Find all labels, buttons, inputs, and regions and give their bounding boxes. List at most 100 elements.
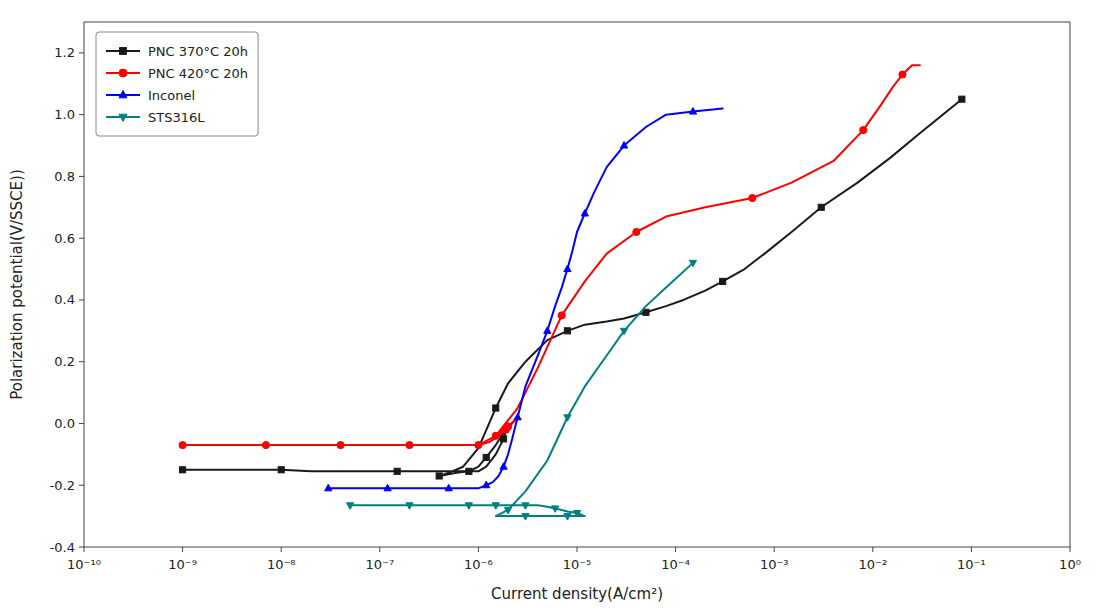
- x-tick: [872, 547, 873, 552]
- y-tick: [79, 547, 84, 548]
- legend-marker: [120, 48, 127, 55]
- y-tick-label: -0.2: [50, 478, 75, 493]
- series-marker: [278, 467, 284, 473]
- x-tick-label: 10⁰: [1059, 557, 1081, 572]
- x-tick: [1070, 547, 1071, 552]
- y-tick-label: 0.2: [54, 354, 75, 369]
- series-marker: [493, 405, 499, 411]
- y-tick: [79, 176, 84, 177]
- legend-marker: [119, 69, 127, 77]
- legend-item: PNC 370°C 20h: [106, 44, 248, 59]
- series-marker: [564, 514, 571, 520]
- legend-item: STS316L: [106, 110, 205, 125]
- x-tick: [971, 547, 972, 552]
- plot-data: [179, 65, 965, 520]
- x-tick: [379, 547, 380, 552]
- series-marker: [818, 204, 824, 210]
- legend-marker: [119, 91, 127, 98]
- chart: 10⁻¹⁰10⁻⁹10⁻⁸10⁻⁷10⁻⁶10⁻⁵10⁻⁴10⁻³10⁻²10⁻…: [0, 0, 1096, 613]
- legend-box: [96, 32, 258, 136]
- y-tick-label: 0.0: [54, 416, 75, 431]
- series-marker: [544, 327, 551, 333]
- y-tick: [79, 299, 84, 300]
- series-marker: [483, 481, 490, 487]
- series-marker: [558, 312, 565, 319]
- series-line: [328, 108, 722, 488]
- series-marker: [552, 506, 559, 512]
- x-tick-label: 10⁻²: [858, 557, 887, 572]
- y-tick: [79, 52, 84, 53]
- series-marker: [337, 441, 344, 448]
- series-marker: [522, 514, 529, 520]
- legend-label: Inconel: [148, 88, 195, 103]
- page: {"chart_data": { "type": "line", "x_labe…: [0, 0, 1096, 613]
- y-tick-label: 1.2: [54, 45, 75, 60]
- series-marker: [347, 503, 354, 509]
- legend-item: PNC 420°C 20h: [106, 66, 248, 81]
- series-marker: [504, 507, 511, 513]
- series-marker: [581, 210, 588, 216]
- y-tick-label: 0.8: [54, 169, 75, 184]
- y-axis: -0.4-0.20.00.20.40.60.81.01.2: [50, 45, 84, 554]
- y-tick-label: 0.4: [54, 292, 75, 307]
- x-tick: [675, 547, 676, 552]
- plot-frame: [84, 22, 1070, 547]
- y-axis-label: Polarization potential(V/SSCE)): [8, 169, 26, 400]
- series-marker: [394, 468, 400, 474]
- series-marker: [445, 484, 452, 490]
- x-tick: [281, 547, 282, 552]
- y-tick: [79, 114, 84, 115]
- legend-label: PNC 420°C 20h: [148, 66, 248, 81]
- series-marker: [325, 484, 332, 490]
- series-line: [350, 263, 693, 516]
- x-tick: [84, 547, 85, 552]
- x-tick-label: 10⁻⁸: [267, 557, 296, 572]
- series-marker: [492, 503, 499, 509]
- legend-item: Inconel: [106, 88, 195, 103]
- y-tick: [79, 485, 84, 486]
- x-tick-label: 10⁻³: [760, 557, 789, 572]
- series-marker: [475, 441, 482, 448]
- x-tick-label: 10⁻⁷: [365, 557, 394, 572]
- y-tick-label: -0.4: [50, 540, 75, 555]
- series-marker: [564, 265, 571, 271]
- series-marker: [514, 413, 521, 419]
- series-marker: [436, 473, 442, 479]
- x-tick-label: 10⁻⁴: [661, 557, 690, 572]
- series-marker: [180, 467, 186, 473]
- series-marker: [466, 468, 472, 474]
- legend-marker: [119, 114, 127, 121]
- series: [325, 108, 723, 491]
- y-tick-label: 0.6: [54, 231, 75, 246]
- series-marker: [483, 454, 489, 460]
- series-marker: [899, 71, 906, 78]
- x-axis: 10⁻¹⁰10⁻⁹10⁻⁸10⁻⁷10⁻⁶10⁻⁵10⁻⁴10⁻³10⁻²10⁻…: [67, 547, 1081, 572]
- x-tick: [182, 547, 183, 552]
- series-marker: [689, 260, 696, 266]
- series-line: [183, 65, 920, 445]
- x-tick-label: 10⁻⁶: [464, 557, 493, 572]
- legend-label: STS316L: [148, 110, 205, 125]
- x-axis-label: Current density(A/cm²): [491, 585, 663, 603]
- series-marker: [620, 328, 627, 334]
- series: [180, 96, 965, 479]
- series-marker: [179, 441, 186, 448]
- series: [347, 260, 697, 520]
- series-line: [183, 99, 962, 476]
- series-marker: [406, 441, 413, 448]
- x-tick-label: 10⁻¹: [957, 557, 986, 572]
- series: [179, 65, 920, 448]
- series-marker: [749, 194, 756, 201]
- y-tick: [79, 238, 84, 239]
- series-marker: [465, 503, 472, 509]
- legend-label: PNC 370°C 20h: [148, 44, 248, 59]
- x-tick: [478, 547, 479, 552]
- series-marker: [492, 432, 499, 439]
- legend: PNC 370°C 20h PNC 420°C 20h Inconel STS316L: [96, 32, 258, 136]
- series-marker: [522, 503, 529, 509]
- series-marker: [501, 436, 507, 442]
- x-tick: [774, 547, 775, 552]
- y-tick: [79, 361, 84, 362]
- series-marker: [689, 108, 696, 114]
- series-marker: [564, 328, 570, 334]
